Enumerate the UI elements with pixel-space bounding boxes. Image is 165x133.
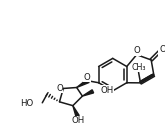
Text: HO: HO bbox=[20, 99, 34, 108]
Text: OH: OH bbox=[100, 86, 114, 95]
Text: O: O bbox=[84, 73, 91, 82]
Text: O: O bbox=[160, 45, 165, 54]
Polygon shape bbox=[77, 79, 89, 88]
Text: O: O bbox=[134, 46, 141, 55]
Text: CH₃: CH₃ bbox=[131, 63, 146, 72]
Polygon shape bbox=[82, 90, 94, 96]
Text: OH: OH bbox=[72, 116, 85, 125]
Text: O: O bbox=[56, 84, 63, 93]
Polygon shape bbox=[73, 106, 79, 117]
